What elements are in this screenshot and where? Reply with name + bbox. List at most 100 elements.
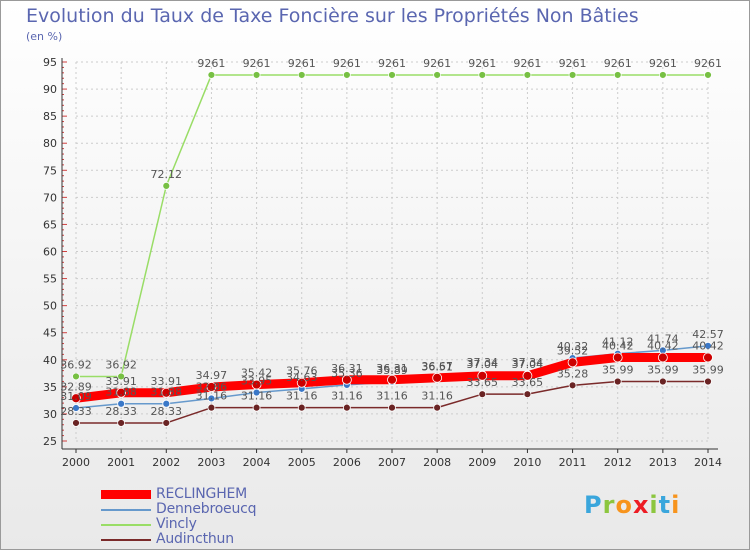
- data-label-audincthun: 35.28: [557, 367, 589, 380]
- logo-letter: P: [584, 491, 603, 519]
- data-point-dennebroeucq: [72, 404, 80, 412]
- logo-letter: i: [671, 491, 681, 519]
- data-point-audincthun: [433, 403, 442, 412]
- y-tick-label: 65: [43, 218, 57, 231]
- data-point-vincly: [658, 71, 667, 79]
- x-tick-label: 2007: [378, 456, 406, 469]
- data-point-reclinghem: [477, 370, 488, 381]
- unit-label: (en %): [26, 30, 63, 43]
- y-tick-label: 45: [43, 327, 57, 340]
- data-label-vincly: 9261: [288, 57, 316, 70]
- y-tick-label: 85: [43, 110, 57, 123]
- data-point-vincly: [433, 71, 442, 79]
- data-label-dennebroeucq: 35.89: [376, 364, 408, 377]
- data-point-reclinghem: [161, 387, 172, 398]
- data-label-audincthun: 31.16: [241, 390, 273, 403]
- data-label-vincly: 9261: [694, 57, 722, 70]
- data-label-audincthun: 35.99: [647, 363, 679, 376]
- logo-letter: x: [632, 491, 650, 519]
- data-point-reclinghem: [522, 370, 533, 381]
- x-tick-label: 2003: [197, 456, 225, 469]
- data-point-audincthun: [523, 390, 532, 399]
- x-tick-label: 2011: [559, 456, 587, 469]
- data-point-reclinghem: [703, 352, 713, 363]
- data-point-reclinghem: [657, 352, 668, 363]
- data-label-reclinghem: 40.42: [602, 340, 634, 353]
- data-label-audincthun: 28.33: [151, 405, 183, 418]
- y-tick-label: 60: [43, 246, 57, 259]
- chart-title: Evolution du Taux de Taxe Foncière sur l…: [26, 5, 639, 27]
- logo-letter: o: [615, 491, 633, 519]
- data-label-audincthun: 31.16: [331, 390, 363, 403]
- data-label-reclinghem: 37.04: [467, 358, 499, 371]
- data-point-vincly: [568, 71, 577, 79]
- y-tick-label: 35: [43, 381, 57, 394]
- data-point-audincthun: [117, 419, 126, 427]
- data-label-vincly: 9261: [423, 57, 451, 70]
- data-point-vincly: [388, 71, 396, 79]
- data-point-reclinghem: [251, 379, 262, 390]
- data-label-dennebroeucq: 31.88: [151, 386, 183, 399]
- data-label-reclinghem: 36.67: [421, 360, 453, 373]
- data-point-vincly: [523, 71, 532, 79]
- data-label-vincly: 72.12: [151, 168, 183, 181]
- legend-label-vincly: Vincly: [156, 516, 197, 532]
- data-label-vincly: 36.92: [60, 358, 92, 371]
- data-label-dennebroeucq: 32.86: [196, 380, 228, 393]
- data-point-reclinghem: [341, 374, 352, 385]
- data-point-vincly: [252, 71, 261, 79]
- data-label-reclinghem: 33.91: [151, 375, 183, 388]
- data-label-dennebroeucq: 31.09: [60, 390, 92, 403]
- data-label-dennebroeucq: 36.51: [421, 361, 453, 374]
- data-label-reclinghem: 35.76: [286, 365, 318, 378]
- data-label-reclinghem: 37.04: [512, 358, 544, 371]
- x-tick-label: 2014: [694, 456, 722, 469]
- data-point-vincly: [613, 71, 622, 79]
- legend-swatch-dennebroeucq: [101, 509, 151, 511]
- data-point-vincly: [342, 71, 351, 79]
- data-point-dennebroeucq: [162, 399, 171, 408]
- data-label-audincthun: 33.65: [467, 376, 499, 389]
- data-point-vincly: [72, 372, 80, 381]
- legend-label-reclinghem: RECLINGHEM: [156, 486, 248, 502]
- data-point-audincthun: [478, 390, 487, 399]
- y-tick-label: 80: [43, 137, 57, 150]
- x-tick-label: 2002: [152, 456, 180, 469]
- y-tick-label: 90: [43, 83, 57, 96]
- data-label-audincthun: 28.33: [105, 405, 137, 418]
- data-point-audincthun: [388, 403, 396, 412]
- data-point-audincthun: [704, 377, 712, 386]
- x-tick-label: 2008: [423, 456, 451, 469]
- data-label-reclinghem: 40.42: [647, 340, 679, 353]
- data-label-reclinghem: 34.97: [196, 369, 228, 382]
- data-label-audincthun: 35.99: [602, 363, 634, 376]
- proxiti-logo: Proxiti: [584, 491, 680, 519]
- legend-swatch-vincly: [101, 524, 151, 526]
- data-label-audincthun: 31.16: [286, 390, 318, 403]
- data-point-audincthun: [162, 419, 171, 427]
- data-point-reclinghem: [432, 372, 443, 383]
- data-point-audincthun: [72, 419, 80, 427]
- data-point-reclinghem: [71, 393, 81, 404]
- data-point-audincthun: [658, 377, 667, 386]
- data-label-dennebroeucq: 41.12: [602, 336, 634, 349]
- data-label-vincly: 9261: [333, 57, 361, 70]
- data-point-reclinghem: [387, 374, 397, 385]
- data-label-reclinghem: 39.52: [557, 344, 589, 357]
- data-point-dennebroeucq: [704, 341, 712, 350]
- data-point-reclinghem: [567, 357, 578, 368]
- data-point-vincly: [297, 71, 306, 79]
- x-tick-label: 2004: [243, 456, 271, 469]
- data-point-vincly: [704, 71, 712, 79]
- data-point-reclinghem: [206, 382, 217, 392]
- data-label-dennebroeucq: 37.34: [467, 356, 499, 369]
- x-tick-label: 2013: [649, 456, 677, 469]
- data-point-audincthun: [568, 381, 577, 390]
- data-label-vincly: 9261: [604, 57, 632, 70]
- x-tick-label: 2000: [62, 456, 90, 469]
- data-point-reclinghem: [296, 377, 307, 388]
- y-tick-label: 75: [43, 164, 57, 177]
- data-point-audincthun: [252, 403, 261, 412]
